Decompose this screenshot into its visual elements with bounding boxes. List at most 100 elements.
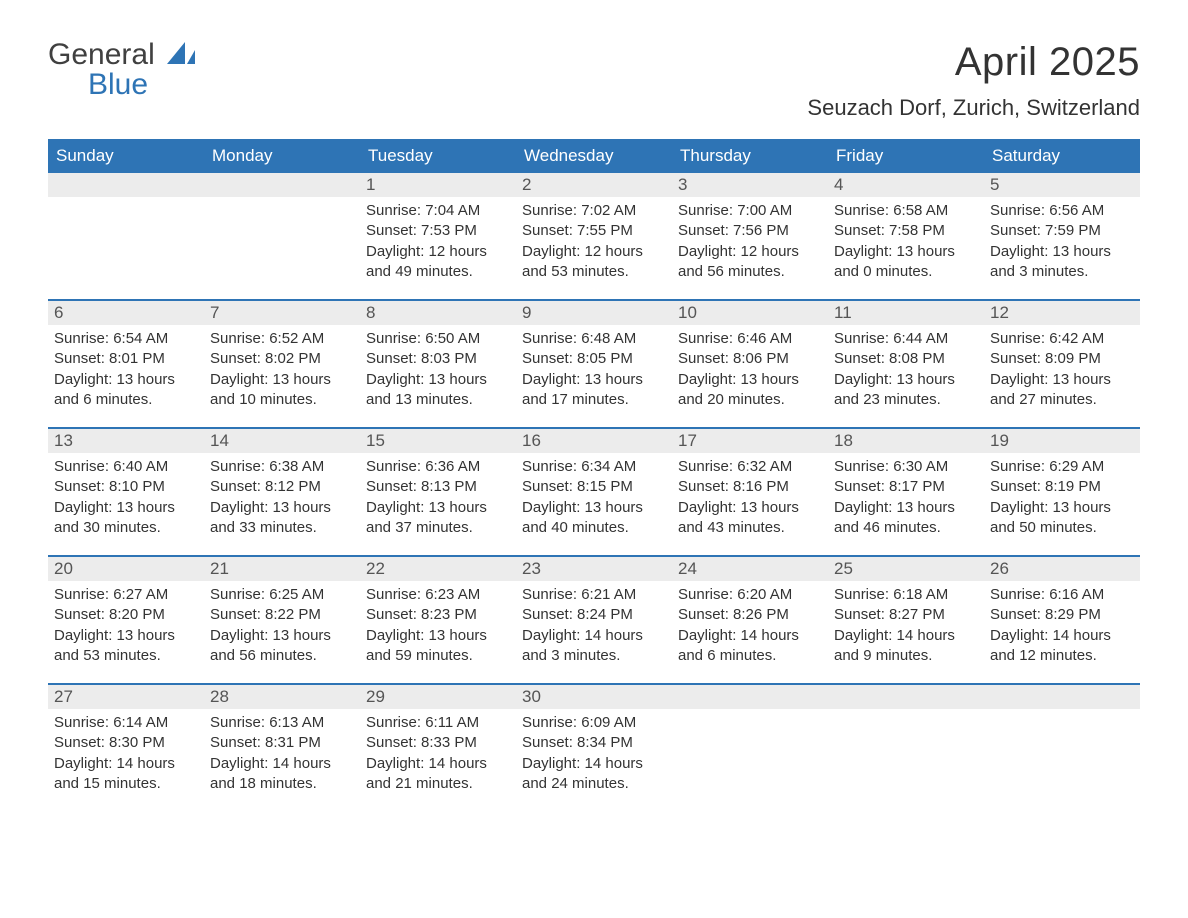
day-body: Sunrise: 6:42 AMSunset: 8:09 PMDaylight:… xyxy=(984,325,1140,416)
sunrise-text: Sunrise: 6:46 AM xyxy=(678,329,822,349)
sunrise-text: Sunrise: 6:32 AM xyxy=(678,457,822,477)
day-number-text: 26 xyxy=(990,559,1009,578)
daylight-text: Daylight: 13 hours and 46 minutes. xyxy=(834,498,978,539)
sunset-text: Sunset: 8:34 PM xyxy=(522,733,666,753)
title-block: April 2025 Seuzach Dorf, Zurich, Switzer… xyxy=(807,40,1140,121)
day-body: Sunrise: 7:04 AMSunset: 7:53 PMDaylight:… xyxy=(360,197,516,288)
sunrise-text: Sunrise: 6:50 AM xyxy=(366,329,510,349)
day-cell: 28Sunrise: 6:13 AMSunset: 8:31 PMDayligh… xyxy=(204,685,360,811)
sunrise-text: Sunrise: 6:30 AM xyxy=(834,457,978,477)
sunset-text: Sunset: 8:27 PM xyxy=(834,605,978,625)
day-number-text: 13 xyxy=(54,431,73,450)
day-body: Sunrise: 6:58 AMSunset: 7:58 PMDaylight:… xyxy=(828,197,984,288)
day-number-text: 2 xyxy=(522,175,531,194)
day-body: Sunrise: 6:27 AMSunset: 8:20 PMDaylight:… xyxy=(48,581,204,672)
sunrise-text: Sunrise: 6:23 AM xyxy=(366,585,510,605)
day-number: 20 xyxy=(48,557,204,581)
day-number: 14 xyxy=(204,429,360,453)
day-number: · xyxy=(828,685,984,709)
day-number: 6 xyxy=(48,301,204,325)
sunset-text: Sunset: 8:02 PM xyxy=(210,349,354,369)
daylight-text: Daylight: 12 hours and 53 minutes. xyxy=(522,242,666,283)
day-number: · xyxy=(204,173,360,197)
day-cell: 6Sunrise: 6:54 AMSunset: 8:01 PMDaylight… xyxy=(48,301,204,427)
sunrise-text: Sunrise: 6:54 AM xyxy=(54,329,198,349)
sunrise-text: Sunrise: 7:02 AM xyxy=(522,201,666,221)
day-number-text: 11 xyxy=(834,303,852,322)
day-number: · xyxy=(984,685,1140,709)
day-number-text: 8 xyxy=(366,303,375,322)
day-number: 25 xyxy=(828,557,984,581)
day-number-text: 16 xyxy=(522,431,541,450)
day-cell: · xyxy=(828,685,984,811)
daylight-text: Daylight: 12 hours and 56 minutes. xyxy=(678,242,822,283)
day-number-text: 24 xyxy=(678,559,697,578)
sunrise-text: Sunrise: 6:34 AM xyxy=(522,457,666,477)
sunrise-text: Sunrise: 6:18 AM xyxy=(834,585,978,605)
day-cell: 25Sunrise: 6:18 AMSunset: 8:27 PMDayligh… xyxy=(828,557,984,683)
sunset-text: Sunset: 8:20 PM xyxy=(54,605,198,625)
day-number: 23 xyxy=(516,557,672,581)
day-number-text: 5 xyxy=(990,175,999,194)
day-number: 5 xyxy=(984,173,1140,197)
day-number: 7 xyxy=(204,301,360,325)
daylight-text: Daylight: 13 hours and 3 minutes. xyxy=(990,242,1134,283)
day-body: Sunrise: 6:34 AMSunset: 8:15 PMDaylight:… xyxy=(516,453,672,544)
sunrise-text: Sunrise: 6:56 AM xyxy=(990,201,1134,221)
daylight-text: Daylight: 13 hours and 10 minutes. xyxy=(210,370,354,411)
calendar-body: ··1Sunrise: 7:04 AMSunset: 7:53 PMDaylig… xyxy=(48,173,1140,811)
day-number-text: 22 xyxy=(366,559,385,578)
day-body: Sunrise: 6:48 AMSunset: 8:05 PMDaylight:… xyxy=(516,325,672,416)
day-number-text: 17 xyxy=(678,431,697,450)
day-number-text: 20 xyxy=(54,559,73,578)
sunset-text: Sunset: 8:33 PM xyxy=(366,733,510,753)
day-body: Sunrise: 6:54 AMSunset: 8:01 PMDaylight:… xyxy=(48,325,204,416)
sunset-text: Sunset: 8:12 PM xyxy=(210,477,354,497)
sunset-text: Sunset: 8:22 PM xyxy=(210,605,354,625)
calendar: Sunday Monday Tuesday Wednesday Thursday… xyxy=(48,139,1140,811)
day-cell: 17Sunrise: 6:32 AMSunset: 8:16 PMDayligh… xyxy=(672,429,828,555)
day-number-text: 9 xyxy=(522,303,531,322)
day-number: 27 xyxy=(48,685,204,709)
day-number-text: 14 xyxy=(210,431,229,450)
sunrise-text: Sunrise: 6:40 AM xyxy=(54,457,198,477)
sunrise-text: Sunrise: 6:48 AM xyxy=(522,329,666,349)
daylight-text: Daylight: 14 hours and 18 minutes. xyxy=(210,754,354,795)
day-cell: 2 Sunrise: 7:02 AMSunset: 7:55 PMDaylight… xyxy=(516,173,672,299)
logo: General Blue xyxy=(48,40,195,100)
sunset-text: Sunset: 7:58 PM xyxy=(834,221,978,241)
sunset-text: Sunset: 7:55 PM xyxy=(522,221,666,241)
day-number: · xyxy=(672,685,828,709)
sunset-text: Sunset: 8:24 PM xyxy=(522,605,666,625)
day-cell: 30Sunrise: 6:09 AMSunset: 8:34 PMDayligh… xyxy=(516,685,672,811)
sunrise-text: Sunrise: 6:42 AM xyxy=(990,329,1134,349)
daylight-text: Daylight: 13 hours and 59 minutes. xyxy=(366,626,510,667)
sunrise-text: Sunrise: 6:16 AM xyxy=(990,585,1134,605)
day-body: Sunrise: 6:52 AMSunset: 8:02 PMDaylight:… xyxy=(204,325,360,416)
sunset-text: Sunset: 8:26 PM xyxy=(678,605,822,625)
day-cell: 26Sunrise: 6:16 AMSunset: 8:29 PMDayligh… xyxy=(984,557,1140,683)
daylight-text: Daylight: 12 hours and 49 minutes. xyxy=(366,242,510,283)
day-number: 22 xyxy=(360,557,516,581)
day-body: Sunrise: 6:18 AMSunset: 8:27 PMDaylight:… xyxy=(828,581,984,672)
sunset-text: Sunset: 8:15 PM xyxy=(522,477,666,497)
day-cell: 9 Sunrise: 6:48 AMSunset: 8:05 PMDaylight… xyxy=(516,301,672,427)
sunset-text: Sunset: 8:05 PM xyxy=(522,349,666,369)
day-body: Sunrise: 6:50 AMSunset: 8:03 PMDaylight:… xyxy=(360,325,516,416)
day-number: 19 xyxy=(984,429,1140,453)
day-body: Sunrise: 6:30 AMSunset: 8:17 PMDaylight:… xyxy=(828,453,984,544)
sunrise-text: Sunrise: 6:09 AM xyxy=(522,713,666,733)
day-number: 10 xyxy=(672,301,828,325)
day-number: 3 xyxy=(672,173,828,197)
daylight-text: Daylight: 14 hours and 3 minutes. xyxy=(522,626,666,667)
sunset-text: Sunset: 8:30 PM xyxy=(54,733,198,753)
day-cell: 20 Sunrise: 6:27 AMSunset: 8:20 PMDayligh… xyxy=(48,557,204,683)
day-body: Sunrise: 7:00 AMSunset: 7:56 PMDaylight:… xyxy=(672,197,828,288)
sunrise-text: Sunrise: 6:52 AM xyxy=(210,329,354,349)
day-number: 8 xyxy=(360,301,516,325)
day-cell: 4Sunrise: 6:58 AMSunset: 7:58 PMDaylight… xyxy=(828,173,984,299)
daylight-text: Daylight: 13 hours and 50 minutes. xyxy=(990,498,1134,539)
daylight-text: Daylight: 13 hours and 33 minutes. xyxy=(210,498,354,539)
sunrise-text: Sunrise: 6:38 AM xyxy=(210,457,354,477)
day-cell: 10Sunrise: 6:46 AMSunset: 8:06 PMDayligh… xyxy=(672,301,828,427)
